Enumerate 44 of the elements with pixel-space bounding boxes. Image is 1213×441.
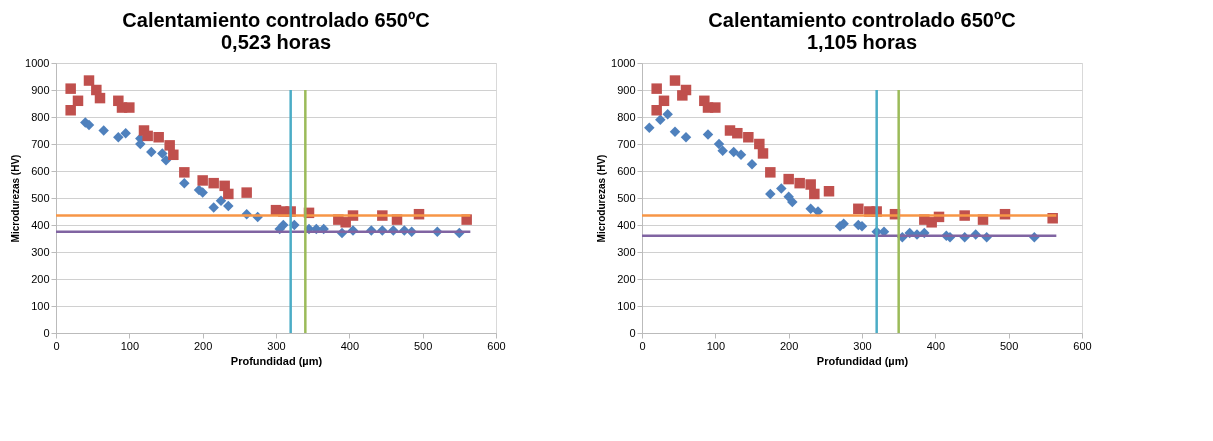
x-tick-label: 300 — [853, 339, 872, 352]
x-tick-label: 400 — [926, 339, 946, 352]
y-tick-label: 800 — [31, 110, 50, 123]
y-tick-label: 700 — [617, 137, 636, 150]
y-tick-label: 1000 — [611, 56, 636, 69]
y-tick-label: 700 — [31, 137, 50, 150]
x-axis-title: Profundidad (µm) — [230, 354, 323, 367]
y-tick-label: 900 — [617, 83, 636, 96]
y-tick-label: 600 — [31, 164, 50, 177]
text: 1,105 horas — [806, 31, 918, 53]
text: Calentamiento controlado 650ºC — [708, 9, 1016, 31]
x-tick-label: 200 — [193, 339, 213, 352]
x-tick-label: 100 — [706, 339, 726, 352]
x-tick-label: 300 — [267, 339, 286, 352]
y-tick-label: 0 — [629, 326, 636, 339]
x-tick-label: 500 — [999, 339, 1019, 352]
y-tick-label: 800 — [617, 110, 636, 123]
x-tick-label: 0 — [53, 339, 60, 352]
y-axis-title: Microdurezas (HV) — [596, 154, 608, 243]
y-tick-label: 100 — [31, 299, 50, 312]
text: Calentamiento controlado 650ºC — [122, 9, 430, 31]
y-tick-label: 0 — [43, 326, 50, 339]
x-tick-label: 500 — [413, 339, 433, 352]
y-tick-label: 1000 — [25, 56, 50, 69]
y-tick-label: 300 — [617, 245, 636, 258]
y-axis-title: Microdurezas (HV) — [10, 154, 22, 243]
y-tick-label: 200 — [617, 272, 636, 285]
x-axis-title: Profundidad (µm) — [816, 354, 909, 367]
y-tick-label: 400 — [31, 218, 50, 231]
y-tick-label: 200 — [31, 272, 50, 285]
y-tick-label: 500 — [617, 191, 636, 204]
y-tick-label: 600 — [617, 164, 636, 177]
y-tick-label: 400 — [617, 218, 636, 231]
text: 0,523 horas — [220, 31, 332, 53]
y-tick-label: 900 — [31, 83, 50, 96]
y-tick-label: 300 — [31, 245, 50, 258]
x-tick-label: 200 — [779, 339, 799, 352]
y-tick-label: 500 — [31, 191, 50, 204]
x-tick-label: 600 — [1073, 339, 1092, 352]
x-tick-label: 400 — [340, 339, 360, 352]
x-tick-label: 600 — [487, 339, 506, 352]
x-tick-label: 0 — [639, 339, 646, 352]
y-tick-label: 100 — [617, 299, 636, 312]
x-tick-label: 100 — [120, 339, 140, 352]
